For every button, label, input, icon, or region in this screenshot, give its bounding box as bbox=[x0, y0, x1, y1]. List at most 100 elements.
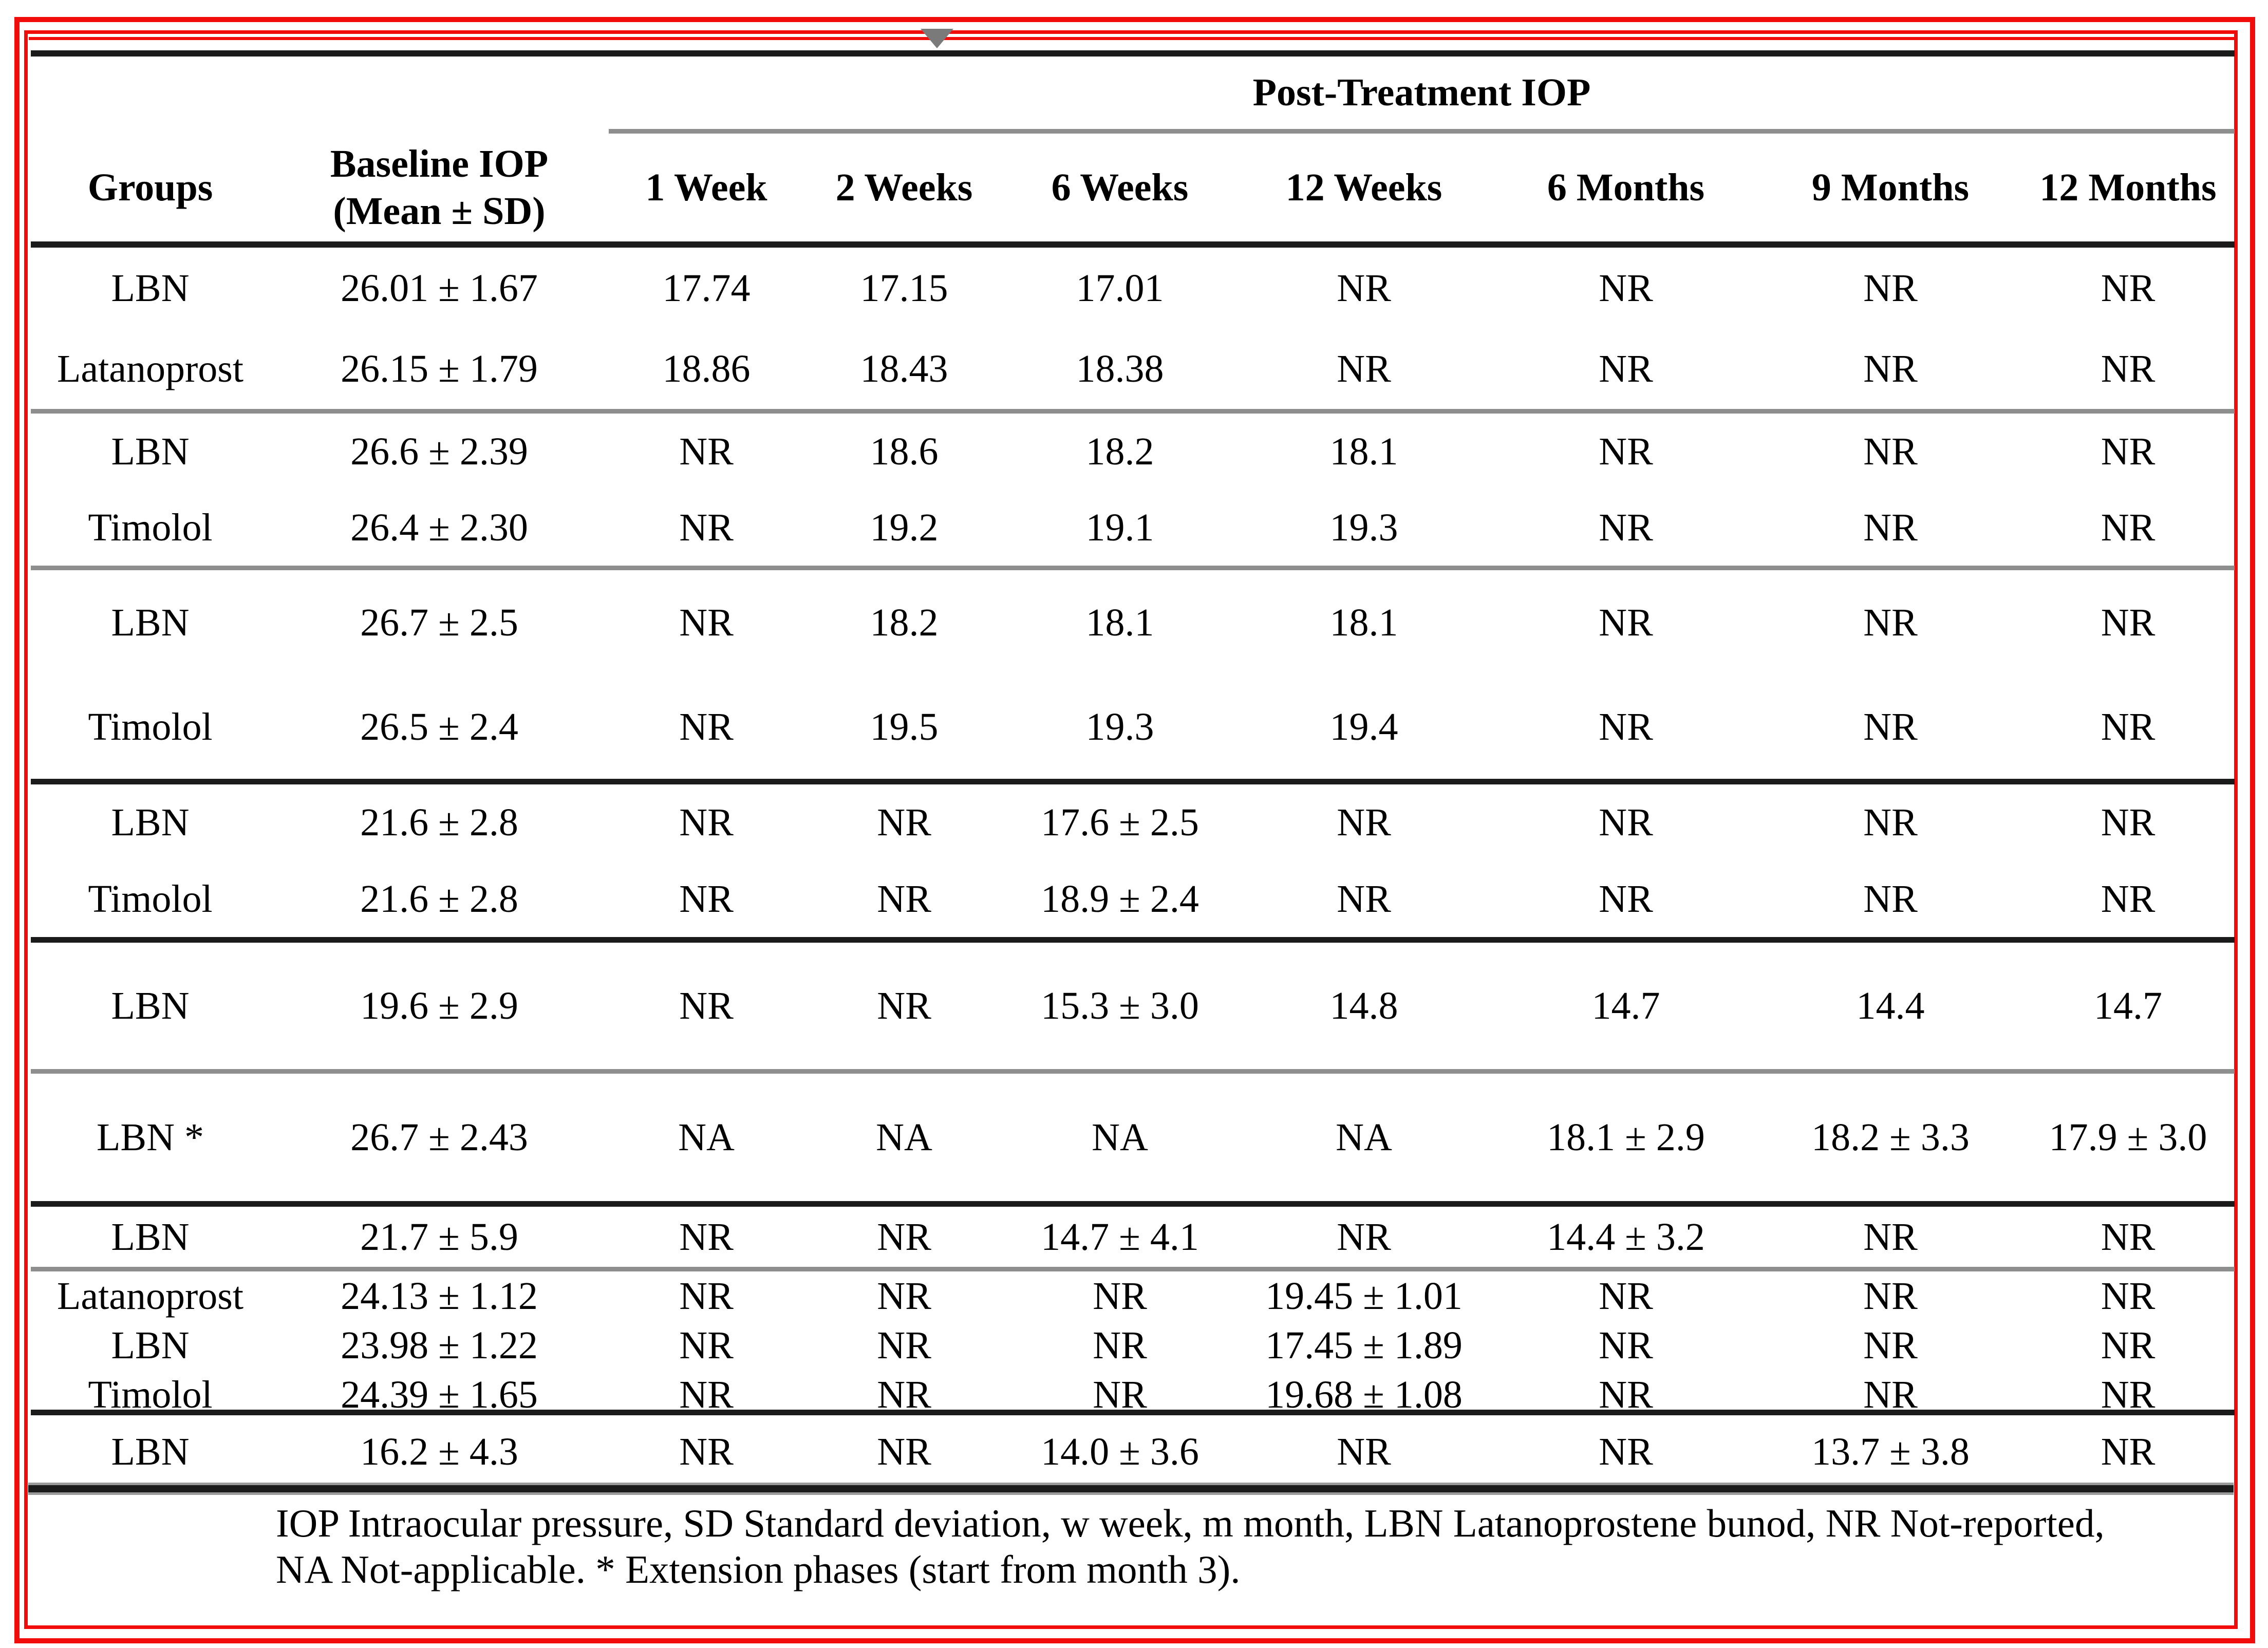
footnote-line-1: IOP Intraocular pressure, SD Standard de… bbox=[276, 1501, 2105, 1545]
value-cell: NR bbox=[679, 430, 734, 473]
value-cell: 18.43 bbox=[860, 347, 948, 390]
value-cell: NR bbox=[1599, 266, 1653, 310]
value-cell: 21.6 ± 2.8 bbox=[360, 877, 518, 921]
table-body: LBN 26.01 ± 1.67 17.74 17.15 17.01 NR NR NR NR La… bbox=[31, 248, 2235, 1488]
value-cell: 19.3 bbox=[1085, 705, 1154, 748]
value-cell: NA bbox=[1092, 1116, 1148, 1159]
value-cell: NR bbox=[1093, 1275, 1147, 1318]
footnote-line-2: NA Not-applicable. * Extension phases (s… bbox=[276, 1547, 1241, 1591]
group-cell: LBN bbox=[111, 984, 190, 1027]
value-cell: NR bbox=[1599, 506, 1653, 549]
value-cell: NR bbox=[2101, 347, 2155, 390]
value-cell: NR bbox=[679, 1324, 734, 1367]
value-cell: 19.2 bbox=[870, 506, 939, 549]
value-cell: 26.4 ± 2.30 bbox=[350, 506, 528, 549]
column-header-groups: Groups bbox=[87, 166, 213, 209]
value-cell: NR bbox=[1599, 1275, 1653, 1318]
value-cell: 21.6 ± 2.8 bbox=[360, 801, 518, 845]
value-cell: NR bbox=[877, 984, 931, 1027]
value-cell: NR bbox=[679, 1215, 734, 1259]
value-cell: 18.2 bbox=[870, 601, 939, 644]
value-cell: 14.8 bbox=[1329, 984, 1398, 1027]
value-cell: NR bbox=[1093, 1373, 1147, 1416]
group-cell: LBN bbox=[111, 1430, 190, 1473]
table-section-5: LBN 19.6 ± 2.9 NR NR 15.3 ± 3.0 14.8 14.7 14.4 1… bbox=[31, 937, 2235, 1069]
table-section-9: LBN 16.2 ± 4.3 NR NR 14.0 ± 3.6 NR NR 13.7 ± 3.… bbox=[31, 1410, 2235, 1488]
table-section-7: LBN 21.7 ± 5.9 NR NR 14.7 ± 4.1 NR 14.4 ± 3.2 N… bbox=[31, 1201, 2235, 1267]
value-cell: 18.2 bbox=[1085, 430, 1154, 473]
value-cell: 18.6 bbox=[870, 430, 939, 473]
group-cell: LBN bbox=[111, 1215, 190, 1259]
column-header-2-weeks: 2 Weeks bbox=[835, 166, 973, 209]
value-cell: NR bbox=[877, 1373, 931, 1416]
table-bottom-rule bbox=[28, 1483, 2234, 1495]
value-cell: NR bbox=[1599, 1430, 1653, 1473]
value-cell: 18.1 bbox=[1085, 601, 1154, 644]
value-cell: NR bbox=[1599, 1373, 1653, 1416]
table-header: Post-Treatment IOP Groups Baseline IOP (… bbox=[31, 57, 2235, 248]
value-cell: NR bbox=[679, 801, 734, 845]
column-header-baseline-line1: Baseline IOP bbox=[330, 142, 549, 185]
value-cell: NR bbox=[1337, 1215, 1391, 1259]
value-cell: 18.1 ± 2.9 bbox=[1547, 1116, 1705, 1159]
column-header-12-weeks: 12 Weeks bbox=[1285, 166, 1442, 209]
value-cell: NR bbox=[679, 877, 734, 921]
value-cell: 23.98 ± 1.22 bbox=[341, 1324, 538, 1367]
value-cell: NR bbox=[1863, 705, 1918, 748]
value-cell: NR bbox=[1863, 1275, 1918, 1318]
value-cell: NR bbox=[679, 506, 734, 549]
group-cell: LBN bbox=[111, 801, 190, 845]
value-cell: NR bbox=[1863, 1373, 1918, 1416]
value-cell: 14.0 ± 3.6 bbox=[1041, 1430, 1199, 1473]
value-cell: 17.45 ± 1.89 bbox=[1265, 1324, 1463, 1367]
group-cell: LBN * bbox=[97, 1116, 204, 1159]
column-header-6-weeks: 6 Weeks bbox=[1051, 166, 1189, 209]
value-cell: NR bbox=[1337, 347, 1391, 390]
value-cell: 17.01 bbox=[1076, 266, 1164, 310]
value-cell: 14.7 bbox=[1591, 984, 1660, 1027]
column-header-1-week: 1 Week bbox=[645, 166, 767, 209]
value-cell: 26.5 ± 2.4 bbox=[360, 705, 518, 748]
value-cell: NR bbox=[1337, 877, 1391, 921]
table-section-4: LBN 21.6 ± 2.8 NR NR 17.6 ± 2.5 NR NR NR NR Timol… bbox=[31, 779, 2235, 937]
value-cell: 14.4 ± 3.2 bbox=[1547, 1215, 1705, 1259]
value-cell: NR bbox=[1863, 347, 1918, 390]
group-cell: Timolol bbox=[88, 506, 213, 549]
value-cell: NR bbox=[1863, 1324, 1918, 1367]
table-section-8: Latanoprost 24.13 ± 1.12 NR NR NR 19.45 ± 1.0… bbox=[31, 1267, 2235, 1416]
value-cell: NR bbox=[1093, 1324, 1147, 1367]
value-cell: NR bbox=[2101, 1275, 2155, 1318]
post-treatment-underline bbox=[609, 129, 2235, 134]
group-cell: Timolol bbox=[88, 1373, 213, 1416]
value-cell: 18.1 bbox=[1329, 601, 1398, 644]
value-cell: NR bbox=[2101, 1373, 2155, 1416]
post-treatment-iop-header: Post-Treatment IOP bbox=[1252, 71, 1591, 114]
value-cell: 16.2 ± 4.3 bbox=[360, 1430, 518, 1473]
value-cell: NR bbox=[1863, 877, 1918, 921]
value-cell: 19.5 bbox=[870, 705, 939, 748]
value-cell: 14.4 bbox=[1856, 984, 1925, 1027]
table-section-6: LBN * 26.7 ± 2.43 NA NA NA NA 18.1 ± 2.9 18.2 ±… bbox=[31, 1069, 2235, 1201]
column-header-9-months: 9 Months bbox=[1811, 166, 1970, 209]
value-cell: NR bbox=[1863, 430, 1918, 473]
table-footnote: IOP Intraocular pressure, SD Standard de… bbox=[28, 1500, 2205, 1593]
value-cell: NR bbox=[877, 801, 931, 845]
value-cell: 26.01 ± 1.67 bbox=[341, 266, 538, 310]
inner-red-frame-topline bbox=[29, 37, 2234, 40]
value-cell: 18.2 ± 3.3 bbox=[1811, 1116, 1970, 1159]
value-cell: NR bbox=[679, 984, 734, 1027]
value-cell: NR bbox=[1599, 1324, 1653, 1367]
value-cell: 18.9 ± 2.4 bbox=[1041, 877, 1199, 921]
value-cell: NR bbox=[1337, 1430, 1391, 1473]
value-cell: NR bbox=[1863, 601, 1918, 644]
value-cell: NR bbox=[2101, 877, 2155, 921]
column-header-12-months: 12 Months bbox=[2039, 166, 2217, 209]
value-cell: NR bbox=[1337, 266, 1391, 310]
value-cell: 24.13 ± 1.12 bbox=[341, 1275, 538, 1318]
value-cell: NR bbox=[877, 877, 931, 921]
value-cell: NR bbox=[2101, 430, 2155, 473]
value-cell: NA bbox=[1336, 1116, 1392, 1159]
value-cell: NR bbox=[877, 1215, 931, 1259]
value-cell: NR bbox=[877, 1430, 931, 1473]
column-header-baseline-line2: (Mean ± SD) bbox=[333, 190, 546, 233]
